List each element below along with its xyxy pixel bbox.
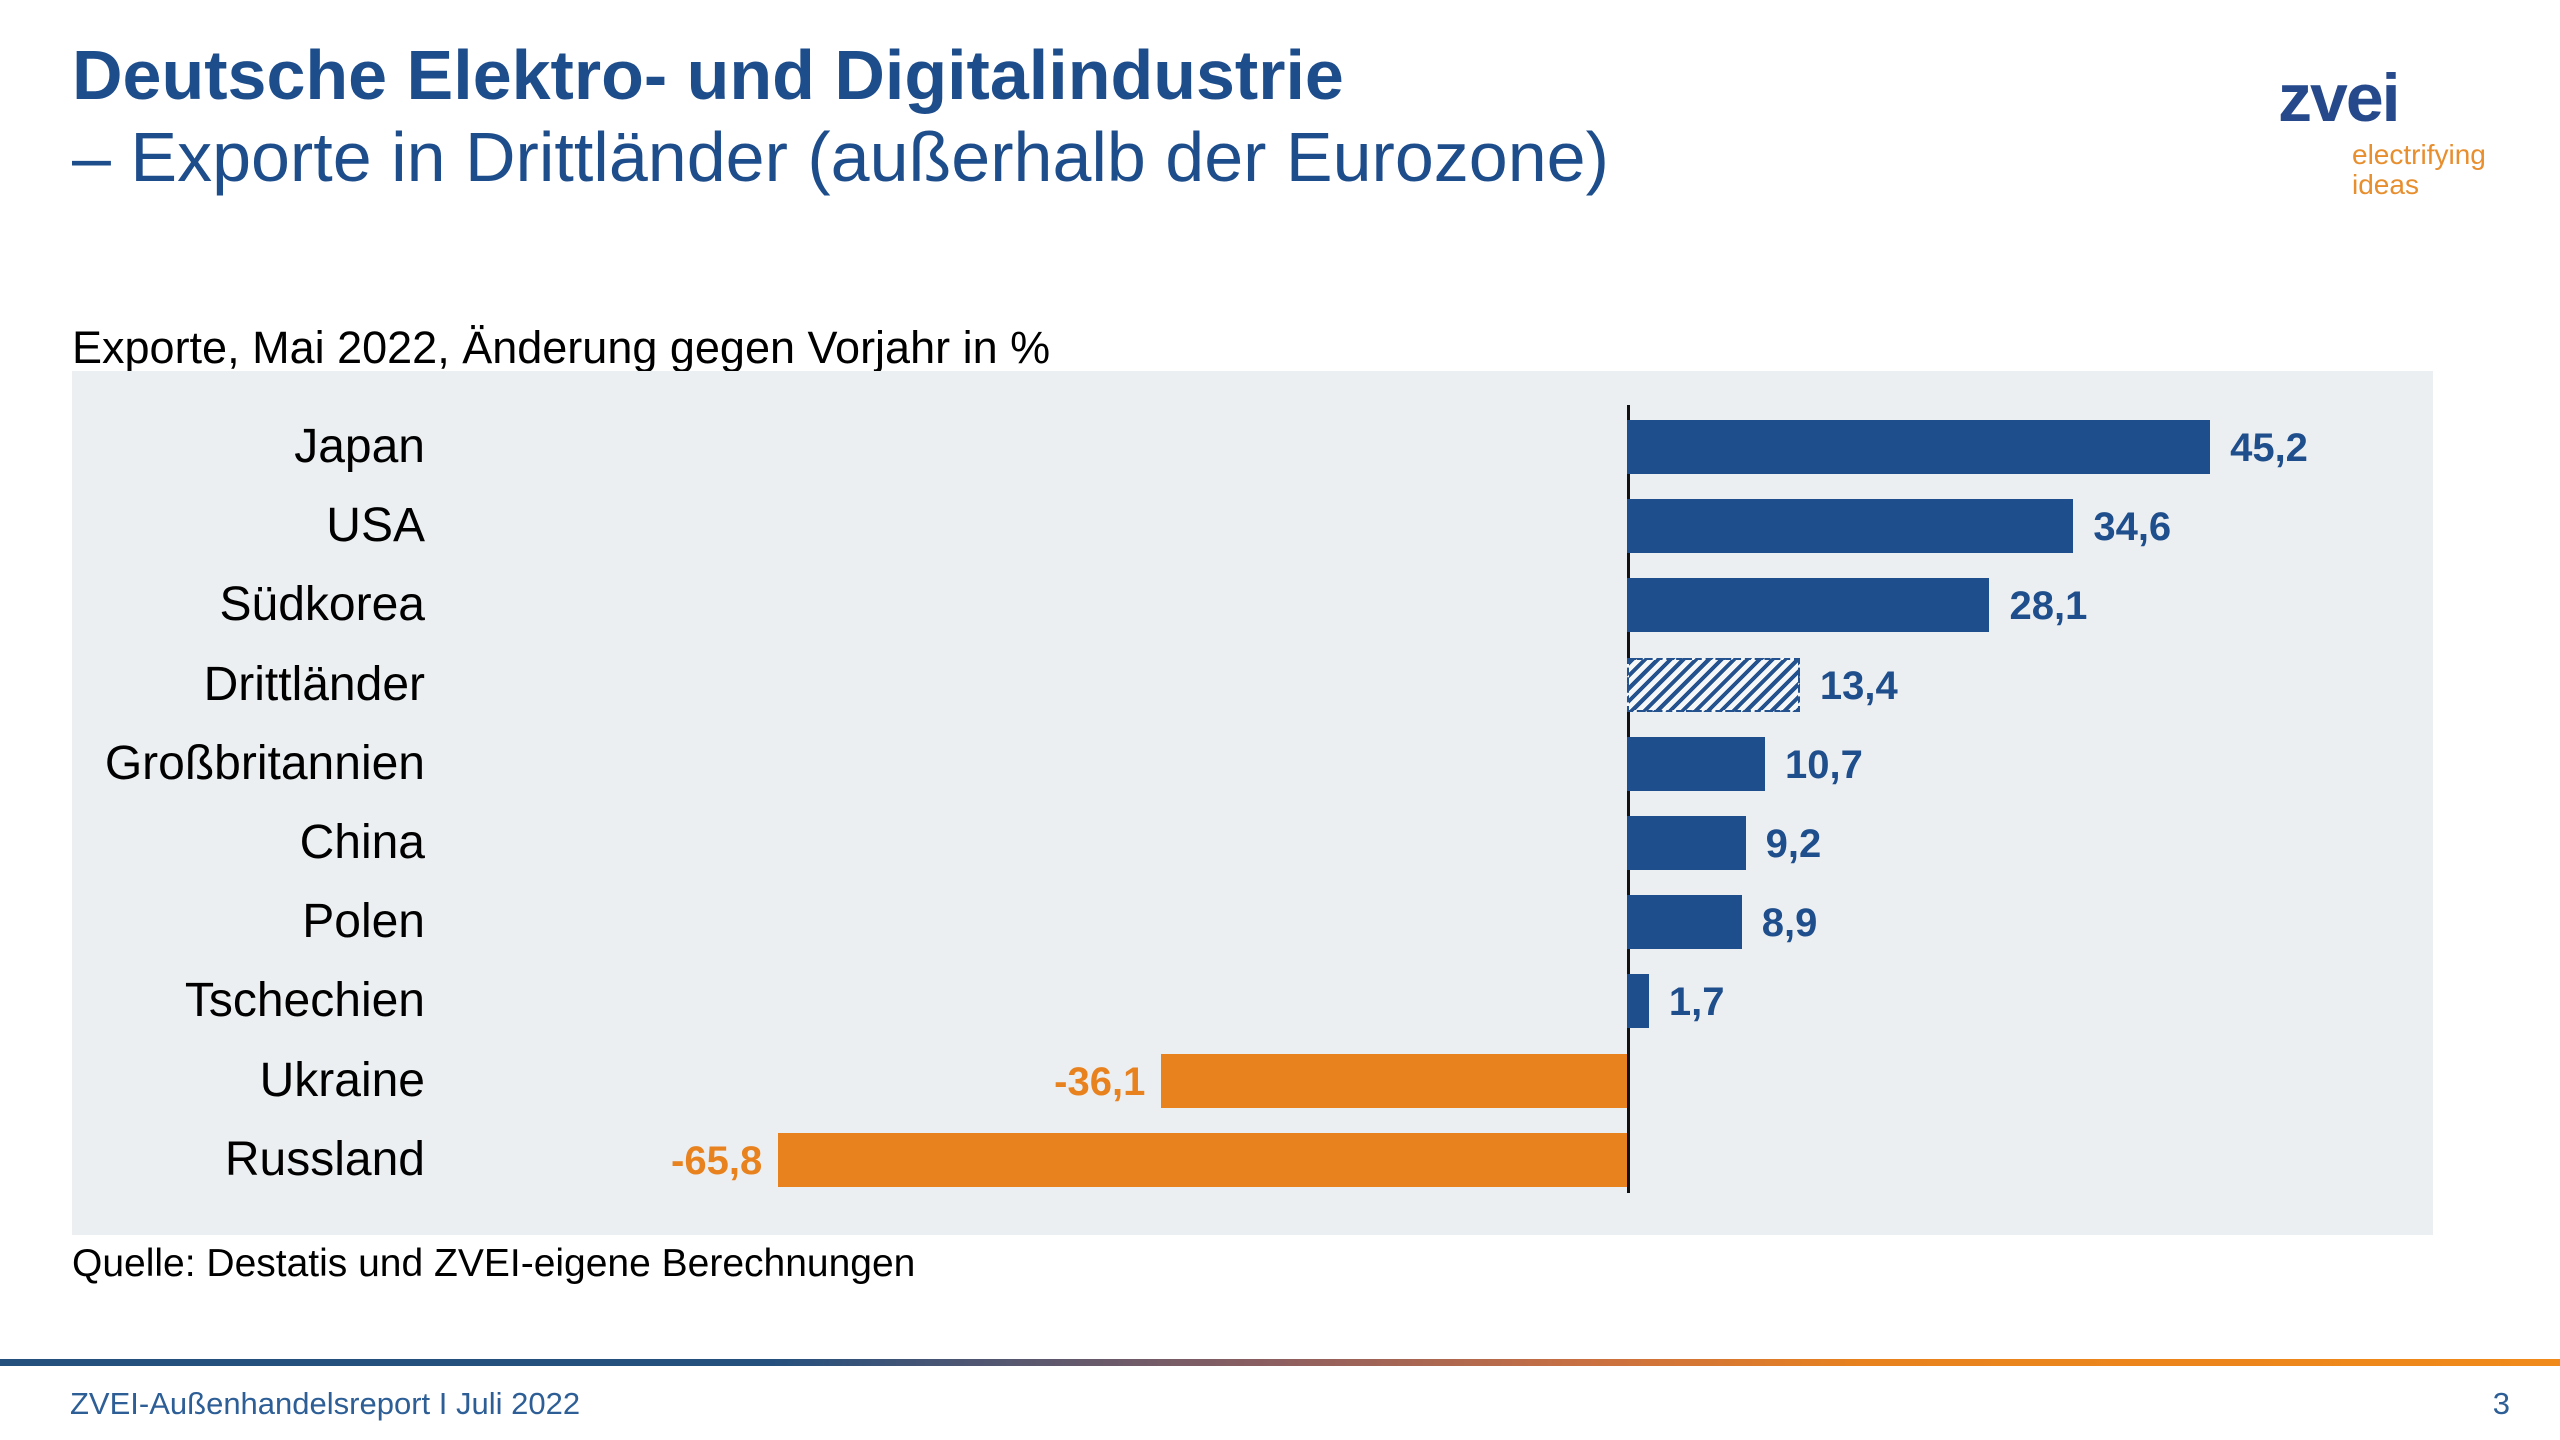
bar-positive [1627,499,2074,554]
page-number: 3 [2492,1386,2510,1421]
bar-positive [1627,895,1742,950]
source-note: Quelle: Destatis und ZVEI-eigene Berechn… [72,1242,916,1285]
bar-positive [1627,736,1766,791]
bar-category-label: Polen [302,895,425,949]
footer-report-label: ZVEI-Außenhandelsreport I Juli 2022 [70,1386,581,1421]
zvei-tagline-line-2: ideas [2352,169,2419,200]
bar-positive [1627,578,1990,633]
bar-value-label: 10,7 [1785,742,1863,787]
bar-value-label: 9,2 [1765,822,1822,866]
bar-value-label: -36,1 [1054,1059,1146,1104]
bar-positive [1627,974,1649,1029]
zero-axis-line [1627,405,1630,1193]
title-line-1: Deutsche Elektro- und Digitalindustrie [72,36,1344,114]
bar-category-label: USA [326,499,425,553]
footer-gradient-rule [0,1359,2560,1366]
zvei-tagline-line-1: electrifying [2352,139,2486,170]
bar-category-label: Ukraine [259,1053,425,1107]
bar-value-label: 45,2 [2230,426,2308,470]
bar-value-label: 28,1 [2009,584,2088,629]
bar-category-label: Tschechien [184,974,425,1028]
bar-category-label: Südkorea [219,578,425,632]
bar-value-label: 1,7 [1668,980,1725,1025]
page-title: Deutsche Elektro- und Digitalindustrie –… [72,34,1609,198]
bar-category-label: Großbritannien [104,736,425,790]
bar-category-label: China [299,816,425,869]
bar-positive [1627,420,2211,474]
bar-category-label: Russland [224,1132,425,1186]
zvei-logo-wordmark: zvei [2278,60,2401,136]
bar-category-label: Drittländer [203,657,425,711]
bar-value-label: 8,9 [1761,901,1818,946]
bar-negative [1161,1053,1627,1108]
zvei-logo: zvei electrifying ideas [2278,64,2518,200]
bar-value-label: -65,8 [671,1138,763,1183]
zvei-logo-tagline: electrifying ideas [2352,140,2518,200]
title-line-2: – Exporte in Drittländer (außerhalb der … [72,118,1609,196]
bar-negative [778,1132,1627,1187]
bar-value-label: 34,6 [2093,505,2172,550]
bar-chart: Japan 45,2 USA 34,6 Südkorea 28,1 Drittländer 1… [72,371,2433,1235]
bar-positive [1627,657,1800,712]
bar-category-label: Japan [294,420,425,473]
bar-value-label: 13,4 [1819,663,1898,708]
chart-subtitle: Exporte, Mai 2022, Änderung gegen Vorjah… [72,322,1051,373]
bar-positive [1627,816,1746,870]
